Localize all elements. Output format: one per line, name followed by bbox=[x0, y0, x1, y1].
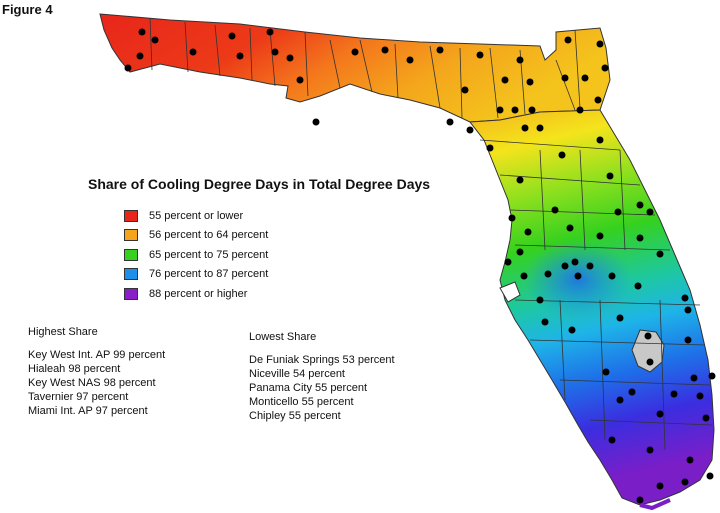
legend-item-green: 65 percent to 75 percent bbox=[124, 245, 268, 265]
legend-swatch-red bbox=[124, 209, 138, 222]
lowest-share-entry: Panama City 55 percent bbox=[249, 382, 368, 394]
panhandle-region bbox=[99, 13, 611, 123]
highest-share-entry: Tavernier 97 percent bbox=[28, 391, 129, 403]
county-lines bbox=[149, 17, 713, 451]
legend-swatch-blue bbox=[124, 268, 138, 281]
lowest-share-entry: Niceville 54 percent bbox=[249, 368, 345, 380]
legend-swatch-purple bbox=[124, 287, 138, 300]
highest-share-entry: Hialeah 98 percent bbox=[28, 363, 121, 375]
legend-title: Share of Cooling Degree Days in Total De… bbox=[88, 176, 431, 192]
legend-label: 88 percent or higher bbox=[149, 287, 248, 300]
highest-share-panel: Highest Share Key West Int. AP 99 percen… bbox=[28, 326, 165, 418]
lowest-share-entry: Monticello 55 percent bbox=[249, 396, 354, 408]
legend-item-purple: 88 percent or higher bbox=[124, 284, 268, 304]
legend-label: 65 percent to 75 percent bbox=[149, 248, 269, 261]
legend-swatch-green bbox=[124, 248, 138, 261]
highest-share-entry: Key West Int. AP 99 percent bbox=[28, 349, 166, 361]
legend-item-blue: 76 percent to 87 percent bbox=[124, 265, 268, 285]
legend-item-red: 55 percent or lower bbox=[124, 206, 268, 226]
legend-item-orange: 56 percent to 64 percent bbox=[124, 226, 268, 246]
legend-swatch-orange bbox=[124, 229, 138, 242]
lowest-share-entry: Chipley 55 percent bbox=[249, 410, 341, 422]
highest-share-title: Highest Share bbox=[28, 326, 98, 338]
tampa-bay bbox=[499, 281, 521, 303]
figure-label: Figure 4 bbox=[2, 2, 53, 17]
highest-share-entry: Key West NAS 98 percent bbox=[28, 377, 156, 389]
lowest-share-entry: De Funiak Springs 53 percent bbox=[249, 354, 395, 366]
lake-okeechobee bbox=[631, 329, 665, 373]
lowest-share-panel: Lowest Share De Funiak Springs 53 percen… bbox=[249, 331, 395, 423]
weather-station-dots bbox=[124, 28, 716, 504]
central-blue-zone bbox=[523, 240, 633, 320]
highest-share-entry: Miami Int. AP 97 percent bbox=[28, 405, 148, 417]
legend-label: 56 percent to 64 percent bbox=[149, 229, 269, 242]
lowest-share-title: Lowest Share bbox=[249, 331, 317, 343]
legend-label: 76 percent to 87 percent bbox=[149, 268, 269, 281]
legend-label: 55 percent or lower bbox=[149, 209, 244, 222]
florida-keys bbox=[639, 498, 671, 511]
legend: 55 percent or lower 56 percent to 64 per… bbox=[124, 206, 268, 304]
